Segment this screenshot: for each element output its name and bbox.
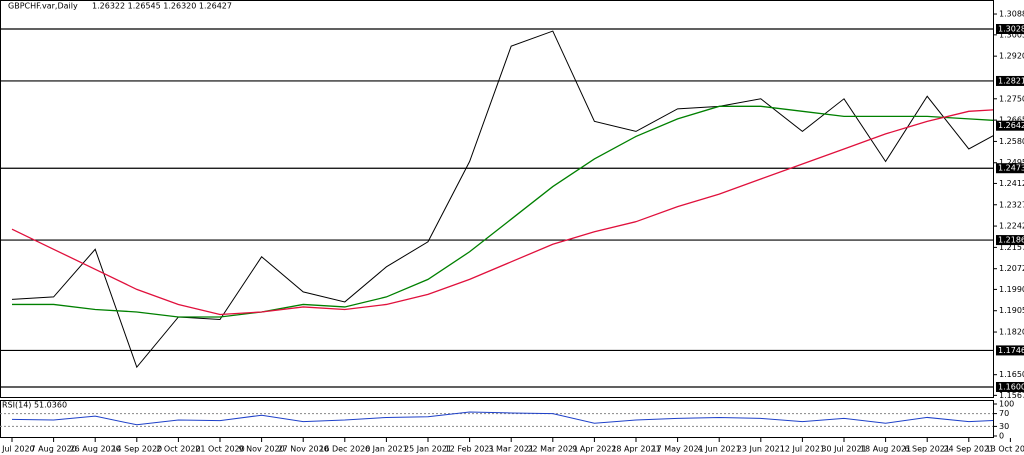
rsi-tick-label: 100 bbox=[999, 400, 1014, 409]
y-tick-label: 1.15675 bbox=[999, 391, 1024, 400]
x-tick-label: 6 Jan 2021 bbox=[365, 445, 408, 454]
x-tick-label: 16 Dec 2020 bbox=[319, 445, 370, 454]
x-tick-label: 25 Jan 2021 bbox=[404, 445, 452, 454]
x-tick-label: 30 Jul 2020 bbox=[0, 445, 35, 454]
x-tick-label: 18 Aug 2021 bbox=[860, 445, 911, 454]
y-tick-label: 1.29200 bbox=[999, 52, 1024, 61]
level-tag bbox=[996, 23, 1024, 34]
level-label: 1.16009 bbox=[998, 382, 1024, 391]
y-tick-label: 1.19050 bbox=[999, 306, 1024, 315]
x-tick-label: 9 Nov 2020 bbox=[239, 445, 285, 454]
level-label: 1.17467 bbox=[998, 346, 1024, 355]
x-tick-label: 23 Jun 2021 bbox=[737, 445, 785, 454]
rsi-tick-label: 0 bbox=[999, 432, 1004, 441]
level-tag bbox=[996, 235, 1024, 246]
x-tick-label: 28 Apr 2021 bbox=[611, 445, 660, 454]
y-tick-label: 1.18200 bbox=[999, 328, 1024, 337]
symbol: GBPCHF.var,Daily bbox=[8, 2, 78, 11]
y-tick-label: 1.23275 bbox=[999, 200, 1024, 209]
y-tick-label: 1.24125 bbox=[999, 179, 1024, 188]
y-tick-label: 1.25800 bbox=[999, 137, 1024, 146]
x-tick-label: 13 Oct 2021 bbox=[986, 445, 1024, 454]
rsi-title: RSI(14) 51.0360 bbox=[2, 401, 67, 410]
price-label: 1.26427 bbox=[998, 121, 1024, 130]
x-tick-label: 27 Nov 2020 bbox=[278, 445, 329, 454]
ohlc: 1.26322 1.26545 1.26320 1.26427 bbox=[92, 2, 232, 11]
level-tag bbox=[996, 381, 1024, 392]
x-tick-label: 2 Oct 2020 bbox=[156, 445, 200, 454]
y-tick-label: 1.21575 bbox=[999, 243, 1024, 252]
level-label: 1.30283 bbox=[998, 24, 1024, 33]
y-tick-label: 1.27500 bbox=[999, 94, 1024, 103]
series-line bbox=[11, 109, 993, 316]
x-tick-label: 30 Jul 2021 bbox=[821, 445, 866, 454]
rsi-frame bbox=[0, 400, 994, 438]
rsi-tick-label: 30 bbox=[999, 422, 1009, 431]
x-tick-label: 3 Mar 2021 bbox=[488, 445, 534, 454]
y-tick-label: 1.30050 bbox=[999, 30, 1024, 39]
y-tick-label: 1.26650 bbox=[999, 116, 1024, 125]
x-tick-label: 4 Jun 2021 bbox=[698, 445, 741, 454]
x-tick-label: 9 Apr 2021 bbox=[572, 445, 616, 454]
y-tick-label: 1.30880 bbox=[999, 10, 1024, 19]
level-tag bbox=[996, 163, 1024, 174]
level-tag bbox=[996, 345, 1024, 356]
x-tick-label: 14 Sep 2020 bbox=[111, 445, 162, 454]
price-tag bbox=[996, 120, 1024, 131]
y-tick-label: 1.20725 bbox=[999, 264, 1024, 273]
x-tick-label: 6 Sep 2021 bbox=[904, 445, 950, 454]
y-tick-label: 1.19900 bbox=[999, 285, 1024, 294]
level-label: 1.21867 bbox=[998, 236, 1024, 245]
x-tick-label: 24 Sep 2021 bbox=[943, 445, 994, 454]
x-tick-label: 12 Jul 2021 bbox=[780, 445, 825, 454]
rsi-tick-label: 70 bbox=[999, 409, 1009, 418]
y-tick-label: 1.24950 bbox=[999, 158, 1024, 167]
x-tick-label: 7 Aug 2020 bbox=[31, 445, 77, 454]
y-tick-label: 1.16500 bbox=[999, 370, 1024, 379]
x-tick-label: 26 Aug 2020 bbox=[70, 445, 121, 454]
series-line bbox=[11, 411, 993, 426]
x-tick-label: 12 Feb 2021 bbox=[445, 445, 495, 454]
main-frame bbox=[0, 0, 994, 398]
level-tag bbox=[996, 75, 1024, 86]
y-tick-label: 1.22425 bbox=[999, 222, 1024, 231]
series-line bbox=[12, 105, 993, 318]
x-tick-label: 21 Oct 2020 bbox=[195, 445, 244, 454]
x-tick-label: 22 Mar 2021 bbox=[527, 445, 578, 454]
x-tick-label: 17 May 2021 bbox=[652, 445, 704, 454]
level-label: 1.24732 bbox=[998, 164, 1024, 173]
